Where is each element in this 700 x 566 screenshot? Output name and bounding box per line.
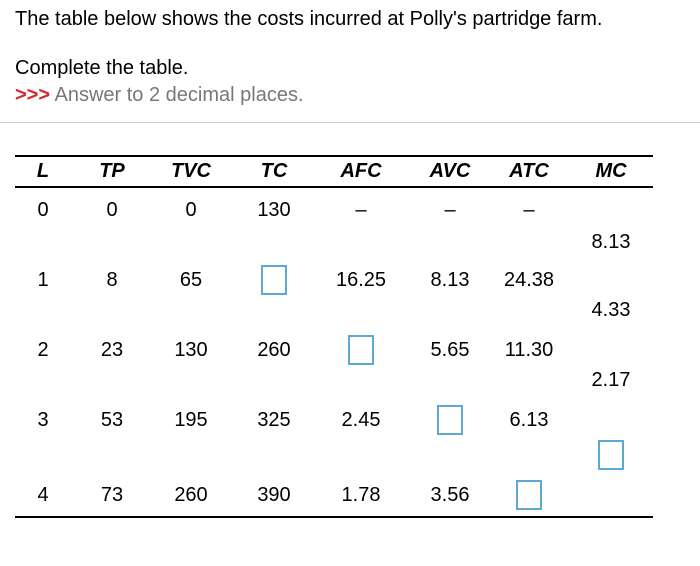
afc-cell-row-4: 1.78 <box>341 484 381 506</box>
tc-cell-row-3: 325 <box>257 409 291 431</box>
l-cell-row-2: 2 <box>37 339 49 361</box>
afc-cell-row-0: – <box>355 199 367 221</box>
header-avc: AVC <box>429 160 471 182</box>
header-l: L <box>36 160 50 182</box>
question-intro: The table below shows the costs incurred… <box>15 8 603 30</box>
hint-text: Answer to 2 decimal places. <box>50 84 304 106</box>
tvc-cell-row-1: 65 <box>179 269 203 291</box>
mc-value-1: 4.33 <box>591 299 631 321</box>
header-mc: MC <box>595 160 627 182</box>
answer-hint: >>> Answer to 2 decimal places. <box>15 83 304 107</box>
tvc-cell-row-2: 130 <box>174 339 208 361</box>
atc-cell-row-2: 11.30 <box>504 339 554 361</box>
hint-arrows: >>> <box>15 84 51 106</box>
afc-cell-row-1: 16.25 <box>335 269 387 291</box>
tc-cell-row-0: 130 <box>257 199 291 221</box>
tp-cell-row-2: 23 <box>100 339 124 361</box>
header-tvc: TVC <box>171 160 211 182</box>
table-header-rule <box>15 186 653 188</box>
atc-answer-input-row-4[interactable] <box>516 480 542 510</box>
tp-cell-row-3: 53 <box>100 409 124 431</box>
avc-cell-row-4: 3.56 <box>430 484 470 506</box>
avc-cell-row-1: 8.13 <box>430 269 470 291</box>
tp-cell-row-4: 73 <box>100 484 124 506</box>
divider <box>0 122 700 123</box>
afc-cell-row-3: 2.45 <box>341 409 381 431</box>
mc-answer-input-3[interactable] <box>598 440 624 470</box>
tvc-cell-row-3: 195 <box>174 409 208 431</box>
afc-answer-input-row-2[interactable] <box>348 335 374 365</box>
tc-answer-input-row-1[interactable] <box>261 265 287 295</box>
tp-cell-row-0: 0 <box>106 199 118 221</box>
l-cell-row-0: 0 <box>37 199 49 221</box>
tp-cell-row-1: 8 <box>106 269 118 291</box>
header-afc: AFC <box>340 160 382 182</box>
instruction-text: Complete the table. <box>15 57 189 79</box>
l-cell-row-3: 3 <box>37 409 49 431</box>
mc-value-0: 8.13 <box>591 231 631 253</box>
tc-cell-row-2: 260 <box>257 339 291 361</box>
header-tc: TC <box>260 160 288 182</box>
tvc-cell-row-0: 0 <box>185 199 197 221</box>
header-atc: ATC <box>509 160 549 182</box>
avc-cell-row-2: 5.65 <box>430 339 470 361</box>
tvc-cell-row-4: 260 <box>174 484 208 506</box>
cost-table: L TP TVC TC AFC AVC ATC MC 0 0 0 130 – – – 1 8 65 16.25 8.1… <box>15 155 653 519</box>
atc-cell-row-3: 6.13 <box>509 409 549 431</box>
mc-value-2: 2.17 <box>591 369 631 391</box>
tc-cell-row-4: 390 <box>257 484 291 506</box>
table-bottom-rule <box>15 516 653 518</box>
atc-cell-row-1: 24.38 <box>503 269 555 291</box>
l-cell-row-1: 1 <box>37 269 49 291</box>
avc-answer-input-row-3[interactable] <box>437 405 463 435</box>
atc-cell-row-0: – <box>523 199 535 221</box>
avc-cell-row-0: – <box>444 199 456 221</box>
table-top-rule <box>15 155 653 157</box>
l-cell-row-4: 4 <box>37 484 49 506</box>
header-tp: TP <box>99 160 125 182</box>
